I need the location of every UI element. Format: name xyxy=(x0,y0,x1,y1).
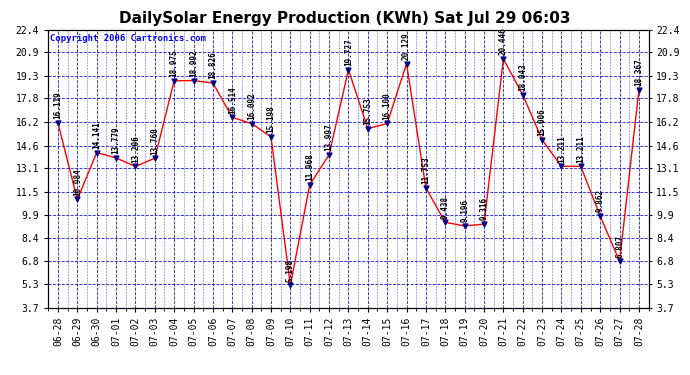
Text: 16.119: 16.119 xyxy=(54,92,63,120)
Point xyxy=(343,67,354,73)
Text: 14.141: 14.141 xyxy=(92,121,101,149)
Point xyxy=(518,92,529,98)
Point xyxy=(595,213,606,219)
Text: 13.760: 13.760 xyxy=(150,127,159,154)
Point xyxy=(420,185,431,191)
Text: 9.862: 9.862 xyxy=(595,189,604,212)
Text: 13.779: 13.779 xyxy=(112,126,121,154)
Point xyxy=(227,114,238,120)
Text: 13.211: 13.211 xyxy=(557,135,566,163)
Point xyxy=(498,56,509,62)
Point xyxy=(266,134,277,140)
Text: 6.807: 6.807 xyxy=(615,234,624,258)
Text: 9.438: 9.438 xyxy=(441,195,450,219)
Text: 18.043: 18.043 xyxy=(518,63,527,91)
Point xyxy=(575,164,586,170)
Text: 10.984: 10.984 xyxy=(73,168,82,196)
Text: 11.753: 11.753 xyxy=(422,156,431,184)
Text: 11.968: 11.968 xyxy=(305,153,314,181)
Text: 18.826: 18.826 xyxy=(208,52,217,80)
Text: 16.100: 16.100 xyxy=(383,92,392,120)
Text: 15.753: 15.753 xyxy=(364,97,373,125)
Point xyxy=(556,164,567,170)
Text: 18.367: 18.367 xyxy=(634,58,643,86)
Point xyxy=(478,221,489,227)
Point xyxy=(246,121,257,127)
Point xyxy=(130,164,141,170)
Text: 5.198: 5.198 xyxy=(286,258,295,282)
Text: 16.514: 16.514 xyxy=(228,86,237,114)
Text: 13.206: 13.206 xyxy=(131,135,140,163)
Point xyxy=(168,78,179,84)
Point xyxy=(324,152,335,158)
Point xyxy=(614,258,625,264)
Text: 13.997: 13.997 xyxy=(324,123,333,151)
Point xyxy=(382,120,393,126)
Point xyxy=(52,120,63,126)
Text: 20.129: 20.129 xyxy=(402,32,411,60)
Point xyxy=(188,78,199,84)
Text: DailySolar Energy Production (KWh) Sat Jul 29 06:03: DailySolar Energy Production (KWh) Sat J… xyxy=(119,11,571,26)
Text: 19.727: 19.727 xyxy=(344,38,353,66)
Point xyxy=(537,137,548,143)
Text: Copyright 2006 Cartronics.com: Copyright 2006 Cartronics.com xyxy=(50,34,206,43)
Point xyxy=(91,150,102,156)
Point xyxy=(401,61,412,67)
Text: 20.446: 20.446 xyxy=(499,27,508,55)
Text: 9.316: 9.316 xyxy=(480,197,489,220)
Text: 9.196: 9.196 xyxy=(460,199,469,222)
Point xyxy=(208,80,219,86)
Point xyxy=(149,155,160,161)
Text: 13.211: 13.211 xyxy=(576,135,585,163)
Text: 16.092: 16.092 xyxy=(247,92,256,120)
Point xyxy=(362,126,373,132)
Text: 18.975: 18.975 xyxy=(170,50,179,77)
Point xyxy=(633,87,644,93)
Point xyxy=(110,155,121,161)
Point xyxy=(459,223,470,229)
Point xyxy=(304,182,315,188)
Point xyxy=(72,196,83,202)
Text: 15.198: 15.198 xyxy=(266,105,275,133)
Point xyxy=(285,282,296,288)
Text: 18.992: 18.992 xyxy=(189,49,198,77)
Text: 15.006: 15.006 xyxy=(538,108,546,136)
Point xyxy=(440,219,451,225)
